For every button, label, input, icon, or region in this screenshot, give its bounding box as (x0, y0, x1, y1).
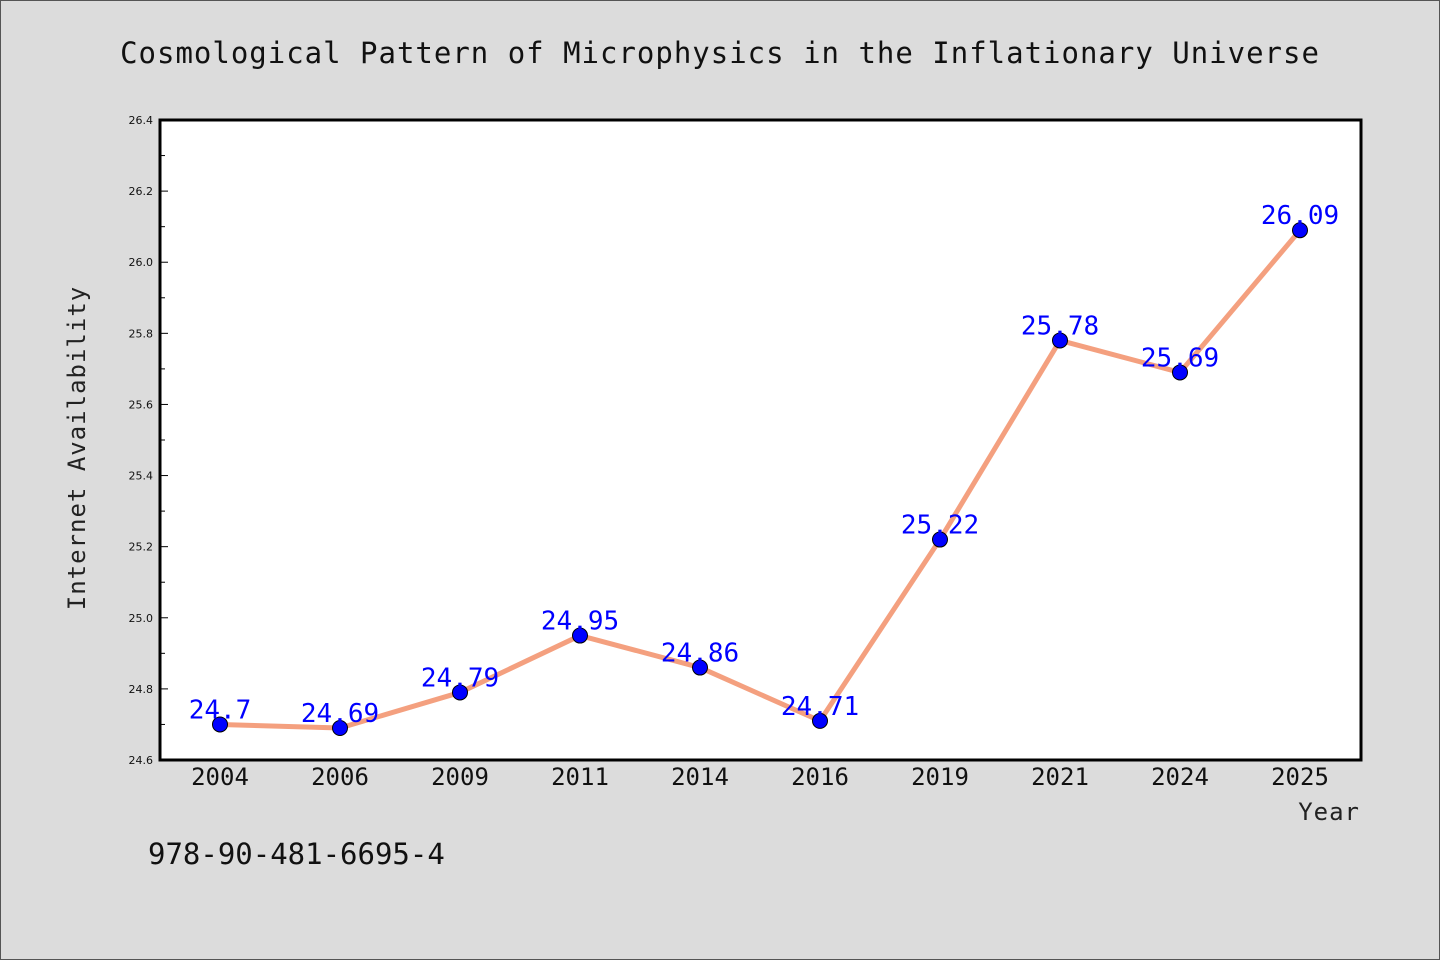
plot-area (158, 118, 1363, 762)
data-label: 24.7 (189, 695, 252, 725)
y-axis: 24.6 24.8 25.0 25.2 25.4 25.6 25.8 26.0 26.2 26.4 (129, 114, 168, 767)
data-point (1052, 332, 1068, 349)
data-label: 25.22 (901, 511, 979, 541)
y-tick-label: 25.6 (129, 398, 154, 411)
y-tick-label: 26.4 (129, 114, 154, 127)
data-point (692, 659, 708, 676)
data-label: 25.78 (1021, 311, 1099, 341)
data-point (1172, 364, 1188, 381)
y-tick-label: 24.6 (129, 754, 154, 767)
x-axis-label: Year (1298, 798, 1360, 826)
data-labels: 24.7 24.69 24.79 24.95 24.86 24.71 25.22 25.78 2… (189, 201, 1339, 729)
x-tick-label: 2024 (1151, 763, 1209, 791)
y-tick-label: 26.2 (129, 185, 154, 198)
x-tick-label: 2014 (671, 763, 729, 791)
y-tick-label: 25.2 (129, 541, 154, 554)
data-label: 24.69 (301, 699, 379, 729)
data-label: 24.95 (541, 607, 619, 637)
isbn-text: 978-90-481-6695-4 (148, 837, 445, 871)
chart-title: Cosmological Pattern of Microphysics in … (120, 36, 1320, 70)
data-point (332, 720, 348, 736)
y-axis-label: Internet Availability (63, 286, 91, 610)
y-tick-label: 25.0 (129, 612, 154, 625)
y-tick-label: 26.0 (129, 256, 154, 269)
y-tick-label: 25.4 (129, 470, 154, 483)
data-point (212, 716, 228, 733)
data-point (572, 627, 588, 644)
x-axis: 2004 2006 2009 2011 2014 2016 2019 2021 2024 2025 (191, 763, 1329, 791)
data-label: 26.09 (1261, 201, 1339, 231)
x-tick-label: 2016 (791, 763, 849, 791)
data-label: 24.86 (661, 639, 739, 669)
data-point (452, 684, 468, 701)
x-tick-label: 2006 (311, 763, 369, 791)
data-markers (212, 222, 1308, 736)
x-tick-label: 2009 (431, 763, 489, 791)
series-line (219, 228, 1302, 731)
data-point (932, 531, 948, 548)
y-tick-label: 24.8 (129, 683, 154, 696)
x-tick-label: 2011 (551, 763, 609, 791)
data-label: 24.79 (421, 663, 499, 693)
x-tick-label: 2025 (1271, 763, 1329, 791)
data-label: 24.71 (781, 692, 859, 722)
data-point (812, 712, 828, 729)
y-tick-label: 25.8 (129, 327, 154, 340)
data-point (1292, 222, 1308, 239)
data-label: 25.69 (1141, 343, 1219, 373)
x-tick-label: 2021 (1031, 763, 1089, 791)
x-tick-label: 2019 (911, 763, 969, 791)
x-tick-label: 2004 (191, 763, 249, 791)
